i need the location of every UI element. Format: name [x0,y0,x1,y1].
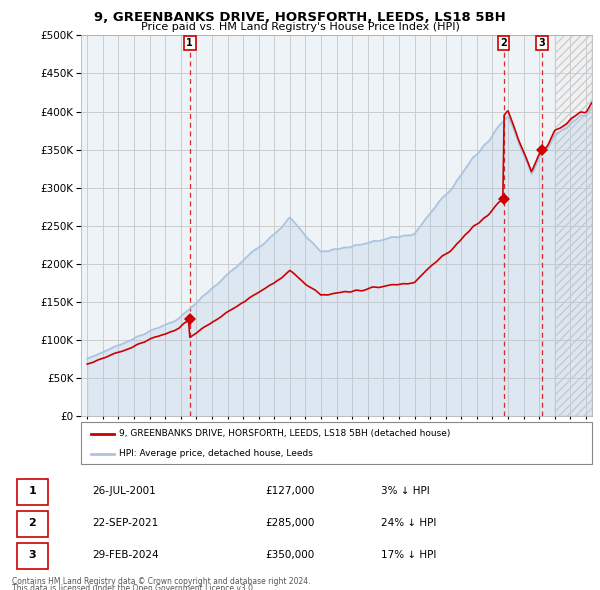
FancyBboxPatch shape [17,512,48,537]
Text: 17% ↓ HPI: 17% ↓ HPI [380,550,436,560]
FancyBboxPatch shape [17,479,48,505]
Text: Contains HM Land Registry data © Crown copyright and database right 2024.: Contains HM Land Registry data © Crown c… [12,577,311,586]
Text: 3: 3 [538,38,545,48]
Text: 3: 3 [28,550,36,560]
Text: 9, GREENBANKS DRIVE, HORSFORTH, LEEDS, LS18 5BH: 9, GREENBANKS DRIVE, HORSFORTH, LEEDS, L… [94,11,506,24]
Text: £127,000: £127,000 [265,486,315,496]
Text: Price paid vs. HM Land Registry's House Price Index (HPI): Price paid vs. HM Land Registry's House … [140,22,460,32]
Text: 26-JUL-2001: 26-JUL-2001 [92,486,157,496]
Text: 22-SEP-2021: 22-SEP-2021 [92,519,159,528]
Text: This data is licensed under the Open Government Licence v3.0.: This data is licensed under the Open Gov… [12,584,256,590]
Text: £285,000: £285,000 [265,519,315,528]
Polygon shape [555,35,592,416]
Text: 9, GREENBANKS DRIVE, HORSFORTH, LEEDS, LS18 5BH (detached house): 9, GREENBANKS DRIVE, HORSFORTH, LEEDS, L… [119,430,451,438]
Text: 1: 1 [187,38,193,48]
Text: 2: 2 [28,519,36,528]
Text: 1: 1 [28,486,36,496]
Text: 3% ↓ HPI: 3% ↓ HPI [380,486,430,496]
FancyBboxPatch shape [17,543,48,569]
Text: HPI: Average price, detached house, Leeds: HPI: Average price, detached house, Leed… [119,449,313,458]
Text: 24% ↓ HPI: 24% ↓ HPI [380,519,436,528]
Text: £350,000: £350,000 [265,550,314,560]
FancyBboxPatch shape [81,422,592,464]
Text: 2: 2 [500,38,507,48]
Text: 29-FEB-2024: 29-FEB-2024 [92,550,159,560]
